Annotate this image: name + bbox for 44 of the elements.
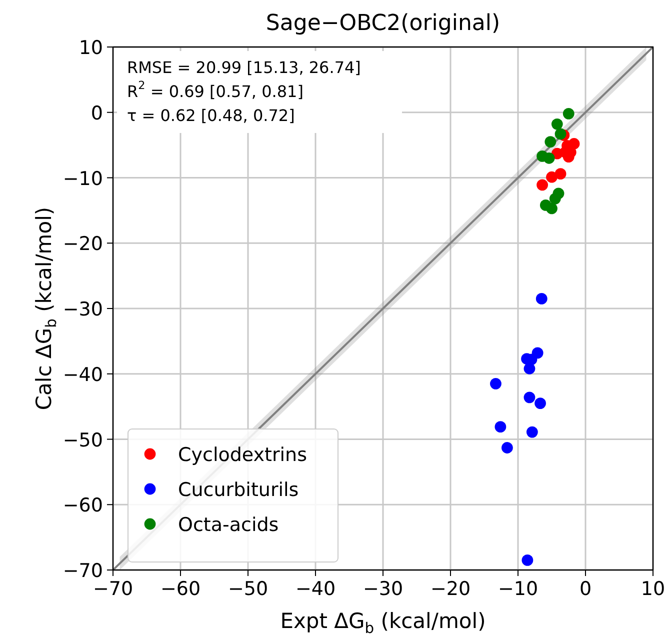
y-tick-label: −30 [62, 298, 103, 320]
x-tick-label: 10 [640, 578, 666, 600]
x-tick-label: −20 [430, 578, 471, 600]
point [562, 108, 574, 120]
legend-label: Cucurbiturils [178, 479, 299, 501]
chart-title: Sage−OBC2(original) [266, 11, 500, 36]
y-tick-label: 10 [78, 37, 103, 59]
annotation: τ = 0.62 [0.48, 0.72] [127, 106, 295, 125]
point [546, 202, 558, 214]
x-tick-label: −60 [160, 578, 201, 600]
y-tick-label: −20 [62, 233, 103, 256]
y-tick-label: −10 [62, 168, 103, 190]
y-tick-label: −40 [62, 364, 103, 386]
point [534, 398, 546, 409]
x-tick-label: 0 [579, 578, 592, 600]
annotation: RMSE = 20.99 [15.13, 26.74] [127, 58, 361, 77]
point [551, 118, 563, 130]
y-tick-label: −60 [62, 494, 103, 517]
point [526, 426, 538, 438]
x-tick-label: −30 [362, 578, 404, 600]
point [551, 148, 563, 160]
point [502, 442, 513, 454]
point [554, 168, 566, 180]
point [536, 292, 548, 304]
y-tick-label: −50 [62, 429, 103, 452]
x-tick-label: −50 [228, 578, 268, 600]
legend-label: Cyclodextrins [178, 444, 308, 466]
point [490, 378, 502, 390]
legend-label: Octa-acids [178, 514, 279, 536]
point [546, 171, 558, 183]
x-tick-label: −10 [498, 578, 538, 600]
y-tick-label: 0 [90, 102, 103, 124]
point [543, 152, 555, 164]
point [536, 179, 548, 191]
point [522, 554, 534, 566]
annotation: R$^{2}$ = 0.69 [0.57, 0.81] [127, 79, 304, 101]
x-axis-title: Expt ΔG$_{b}$ (kcal/mol) [280, 609, 486, 637]
point [524, 392, 536, 404]
point [524, 362, 536, 374]
x-tick-label: −40 [295, 578, 336, 600]
point [494, 421, 506, 433]
point [549, 192, 561, 204]
point [544, 136, 556, 148]
point [554, 128, 566, 140]
